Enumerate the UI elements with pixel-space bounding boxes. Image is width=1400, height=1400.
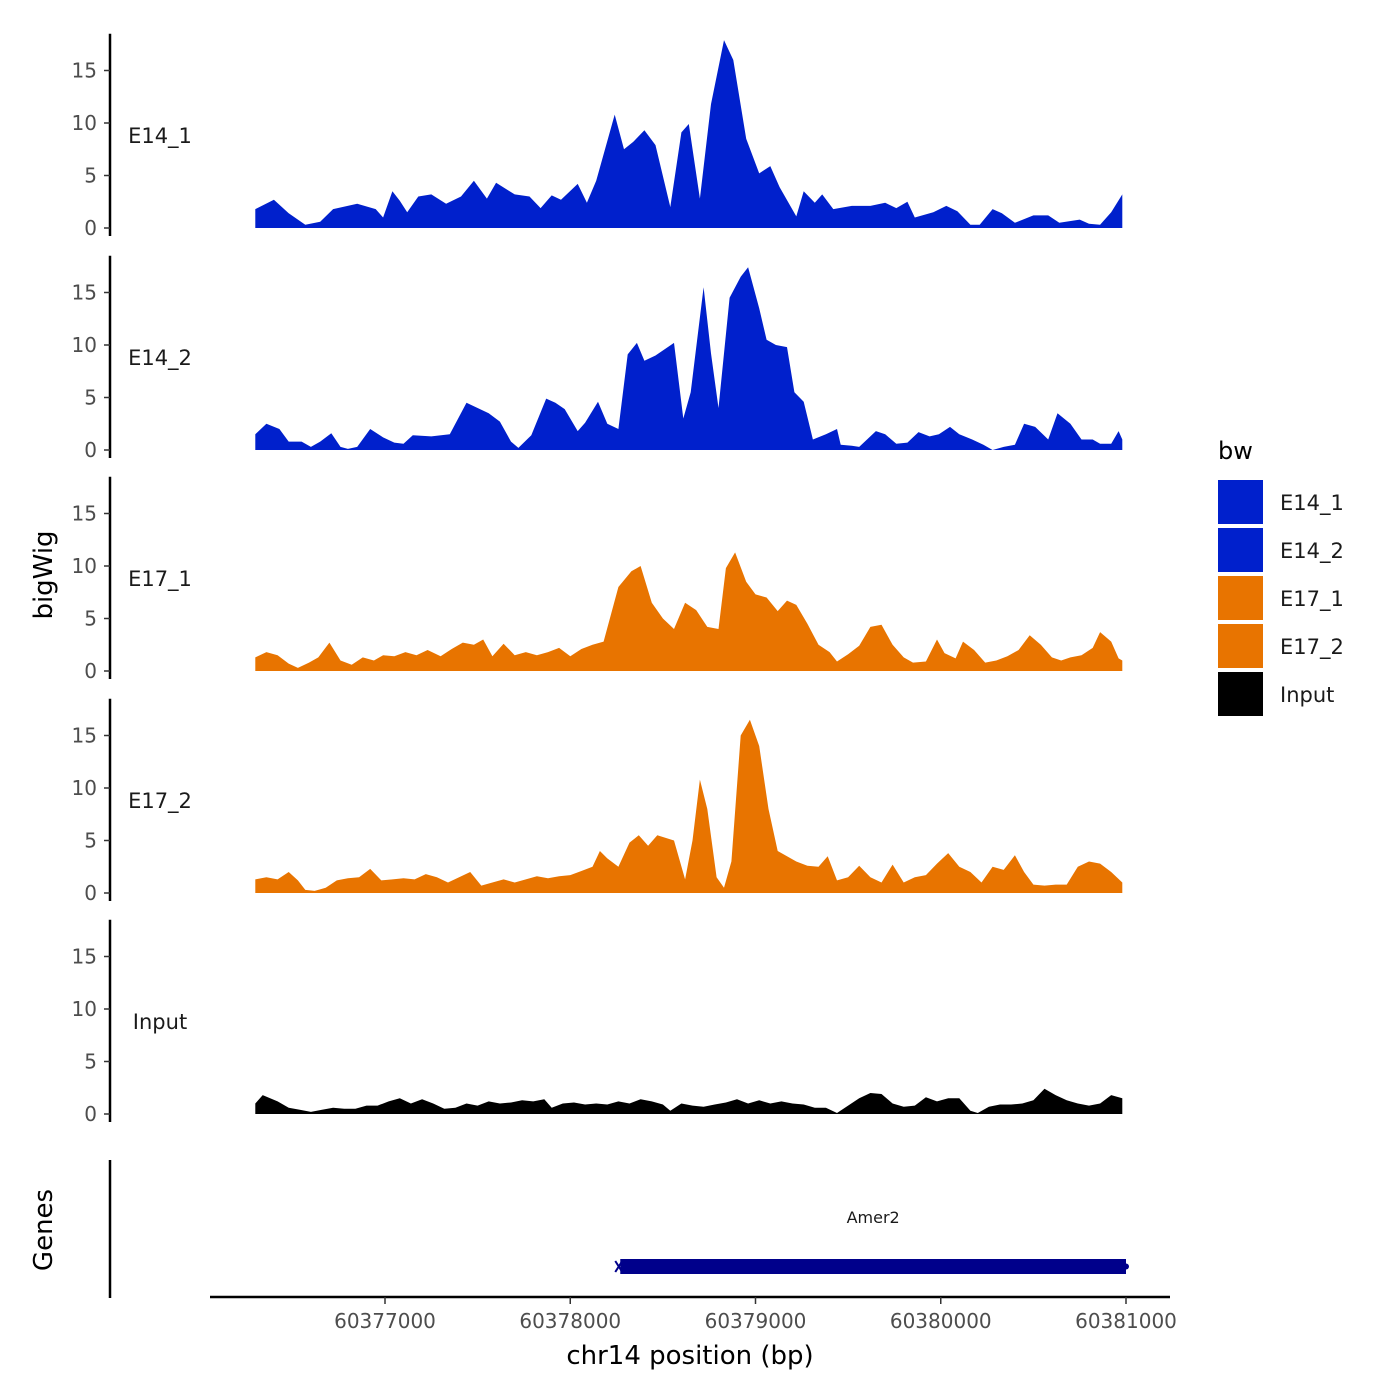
track-label: E14_1	[128, 124, 192, 149]
track-label: E17_1	[128, 567, 192, 592]
legend-swatch	[1218, 480, 1263, 524]
legend-label: Input	[1280, 683, 1334, 707]
y-axis-title: bigWig	[29, 530, 59, 619]
y-tick-label: 10	[72, 997, 97, 1021]
x-tick-label: 60379000	[705, 1309, 807, 1333]
genes-panel: Amer2	[108, 1160, 1129, 1298]
gene-label: Amer2	[847, 1208, 900, 1227]
legend-entry-e17-1: E17_1	[1218, 576, 1344, 620]
legend-title: bw	[1218, 437, 1253, 465]
legend-label: E14_2	[1280, 539, 1344, 564]
y-tick-label: 10	[72, 776, 97, 800]
gene-start-mark	[614, 1260, 624, 1273]
legend-entry-e17-2: E17_2	[1218, 624, 1344, 668]
y-tick-label: 0	[84, 438, 97, 462]
gene-amer2: Amer2	[614, 1208, 1129, 1274]
y-tick-label: 5	[84, 386, 97, 410]
y-tick-label: 15	[72, 59, 97, 83]
genes-axis-title: Genes	[29, 1189, 59, 1271]
y-tick-label: 5	[84, 1050, 97, 1074]
x-tick-label: 60377000	[334, 1309, 436, 1333]
gene-end-mark	[1123, 1263, 1129, 1270]
y-tick-label: 0	[84, 216, 97, 240]
y-tick-label: 5	[84, 164, 97, 188]
legend-swatch	[1218, 672, 1263, 716]
y-tick-label: 5	[84, 607, 97, 631]
signal-area-e17-1	[255, 552, 1123, 671]
track-input: 0 5 10 15 Input	[72, 919, 1123, 1126]
signal-area-input	[255, 1088, 1123, 1114]
track-label: E14_2	[128, 346, 192, 371]
y-tick-label: 0	[84, 881, 97, 905]
track-label: E17_2	[128, 789, 192, 814]
legend-swatch	[1218, 576, 1263, 620]
x-axis-title: chr14 position (bp)	[566, 1341, 813, 1371]
legend: bw E14_1 E14_2 E17_1 E17_2 Input	[1218, 437, 1344, 716]
legend-entry-input: Input	[1218, 672, 1334, 716]
signal-area-e14-2	[255, 267, 1123, 450]
y-tick-label: 15	[72, 945, 97, 969]
y-tick-label: 15	[72, 281, 97, 305]
legend-entry-e14-1: E14_1	[1218, 480, 1344, 524]
gene-body	[620, 1259, 1126, 1274]
y-tick-label: 10	[72, 554, 97, 578]
x-tick-label: 60381000	[1075, 1309, 1177, 1333]
track-e14-2: 0 5 10 15 E14_2	[72, 255, 1123, 462]
track-e14-1: 0 5 10 15 E14_1	[72, 33, 1123, 240]
track-e17-1: 0 5 10 15 E17_1	[72, 476, 1123, 683]
y-tick-label: 5	[84, 829, 97, 853]
track-label: Input	[133, 1010, 187, 1034]
y-tick-label: 15	[72, 502, 97, 526]
y-tick-label: 15	[72, 724, 97, 748]
signal-area-e14-1	[255, 40, 1123, 228]
track-panels: 0 5 10 15 E14_1 0 5 10 15 E14_2 0 5 10 15 E17_1 0 5 10 15 E…	[72, 33, 1123, 1126]
x-axis: 60377000 60378000 60379000 60380000 60381000	[210, 1295, 1177, 1333]
legend-swatch	[1218, 624, 1263, 668]
y-tick-label: 0	[84, 1102, 97, 1126]
legend-swatch	[1218, 528, 1263, 572]
y-tick-label: 10	[72, 111, 97, 135]
track-e17-2: 0 5 10 15 E17_2	[72, 698, 1123, 905]
signal-area-e17-2	[255, 719, 1123, 893]
x-tick-label: 60378000	[519, 1309, 621, 1333]
x-tick-label: 60380000	[890, 1309, 992, 1333]
legend-label: E17_2	[1280, 635, 1344, 660]
legend-entry-e14-2: E14_2	[1218, 528, 1344, 572]
y-tick-label: 0	[84, 659, 97, 683]
legend-label: E14_1	[1280, 491, 1344, 516]
y-tick-label: 10	[72, 333, 97, 357]
legend-label: E17_1	[1280, 587, 1344, 612]
